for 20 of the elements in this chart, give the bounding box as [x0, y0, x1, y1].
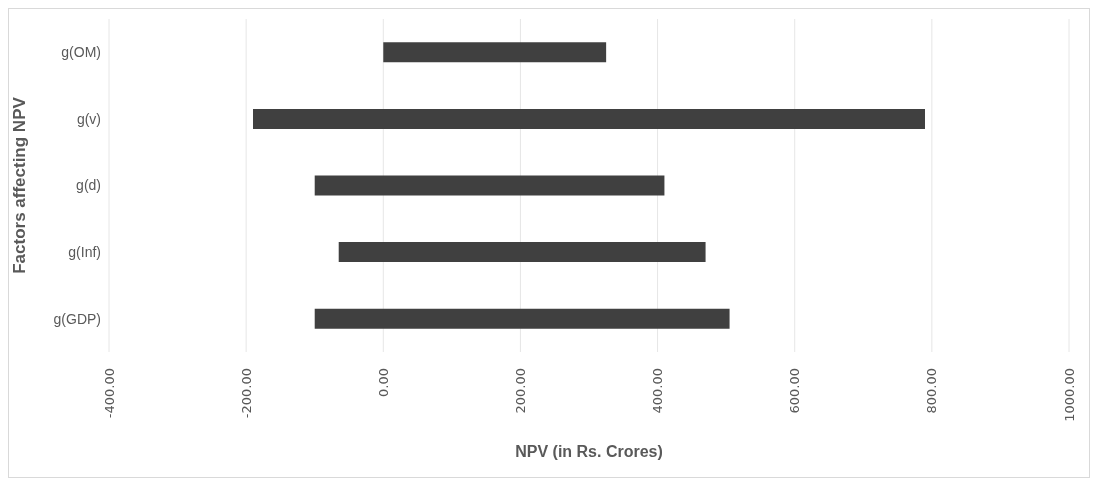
- x-tick-label: 600.00: [787, 368, 803, 414]
- y-tick-label: g(OM): [61, 44, 101, 61]
- y-tick-label: g(d): [76, 177, 101, 194]
- y-tick-label: g(v): [76, 110, 101, 127]
- x-tick-label: 800.00: [924, 368, 940, 414]
- y-tick-label: g(GDP): [53, 310, 101, 327]
- x-tick-label: 0.00: [375, 368, 391, 397]
- bar: [253, 108, 925, 129]
- x-axis-title: NPV (in Rs. Crores): [515, 443, 663, 460]
- x-tick-label: 400.00: [650, 368, 666, 414]
- x-tick-label: 1000.00: [1061, 368, 1077, 422]
- y-tick-label: g(Inf): [68, 244, 101, 261]
- x-tick-label: -200.00: [238, 368, 254, 419]
- x-tick-label: -400.00: [101, 368, 117, 419]
- x-tick-label: 200.00: [512, 368, 528, 414]
- y-axis-title: Factors affecting NPV: [10, 96, 30, 274]
- bar: [383, 42, 607, 63]
- bar: [338, 242, 706, 263]
- bar: [314, 175, 665, 196]
- bar: [314, 308, 730, 329]
